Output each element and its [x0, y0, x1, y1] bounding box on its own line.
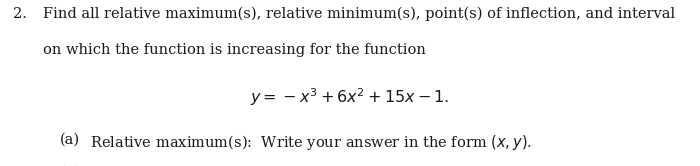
Text: (a): (a) — [60, 133, 80, 147]
Text: 2.: 2. — [13, 7, 27, 21]
Text: on which the function is increasing for the function: on which the function is increasing for … — [43, 43, 426, 57]
Text: Relative maximum(s):  Write your answer in the form $(x, y)$.: Relative maximum(s): Write your answer i… — [90, 133, 531, 152]
Text: Find all relative maximum(s), relative minimum(s), point(s) of inflection, and i: Find all relative maximum(s), relative m… — [43, 7, 676, 21]
Text: $y = -x^3 + 6x^2 + 15x - 1.$: $y = -x^3 + 6x^2 + 15x - 1.$ — [251, 86, 449, 108]
